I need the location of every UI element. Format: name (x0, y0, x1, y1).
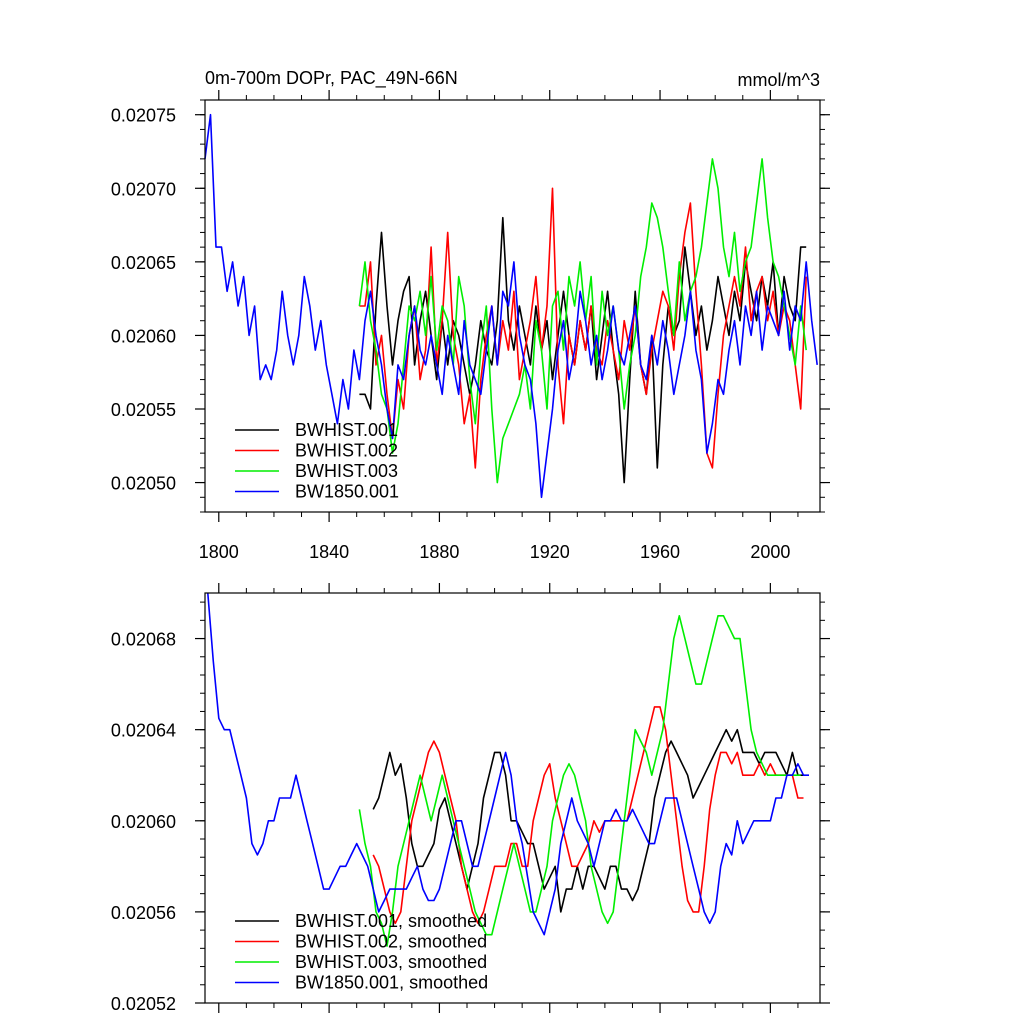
top-y-tick-label: 0.02065 (111, 253, 176, 273)
top-x-tick-label: 1800 (199, 542, 239, 562)
bottom-series-line-1 (372, 728, 804, 913)
bottom-y-tick-label: 0.02060 (111, 812, 176, 832)
bottom-panel: 0.02052 0.02056 0.02060 0.02064 0.02068 BWHI… (111, 583, 830, 1014)
top-x-tick-label: 1840 (309, 542, 349, 562)
bottom-series-line-4 (207, 592, 809, 936)
bottom-axes: 0.02052 0.02056 0.02060 0.02064 0.02068 (111, 583, 830, 1014)
top-x-tick-label: 1920 (530, 542, 570, 562)
top-series-line-3 (358, 158, 807, 484)
bottom-legend-label-3: BWHIST.003, smoothed (295, 952, 487, 972)
bottom-y-tick-label: 0.02052 (111, 994, 176, 1014)
top-x-tick-label: 1880 (419, 542, 459, 562)
top-legend-label-3: BWHIST.003 (295, 461, 398, 481)
bottom-series-group (207, 592, 809, 947)
top-y-tick-label: 0.02070 (111, 179, 176, 199)
bottom-y-tick-label: 0.02064 (111, 721, 176, 741)
bottom-legend-label-2: BWHIST.002, smoothed (295, 932, 487, 952)
bottom-series-line-3 (358, 615, 801, 947)
top-x-tick-label: 2000 (750, 542, 790, 562)
bottom-y-tick-label: 0.02068 (111, 630, 176, 650)
top-y-tick-label: 0.02060 (111, 326, 176, 346)
top-y-tick-label: 0.02055 (111, 400, 176, 420)
bottom-plot-frame (204, 592, 821, 1004)
bottom-y-tick-label: 0.02056 (111, 903, 176, 923)
bottom-legend-label-4: BW1850.001, smoothed (295, 973, 488, 993)
top-series-line-1 (359, 216, 807, 484)
top-y-tick-label: 0.02050 (111, 474, 176, 494)
top-x-tick-label: 1960 (640, 542, 680, 562)
top-panel: 0m-700m DOPr, PAC_49N-66N mmol/m^3 1800 1… (111, 68, 830, 562)
top-series-group (204, 113, 818, 499)
top-panel-title: 0m-700m DOPr, PAC_49N-66N (205, 68, 458, 89)
top-axes: 1800 1840 1880 1920 1960 2000 0.02050 0.02055 0.… (111, 90, 830, 562)
bottom-legend-label-1: BWHIST.001, smoothed (295, 911, 487, 931)
top-series-line-4 (204, 113, 818, 499)
top-legend-label-2: BWHIST.002 (295, 441, 398, 461)
top-panel-units: mmol/m^3 (738, 70, 820, 90)
top-legend-label-4: BW1850.001 (295, 482, 399, 502)
top-legend-label-1: BWHIST.001 (295, 420, 398, 440)
top-y-tick-label: 0.02075 (111, 106, 176, 126)
